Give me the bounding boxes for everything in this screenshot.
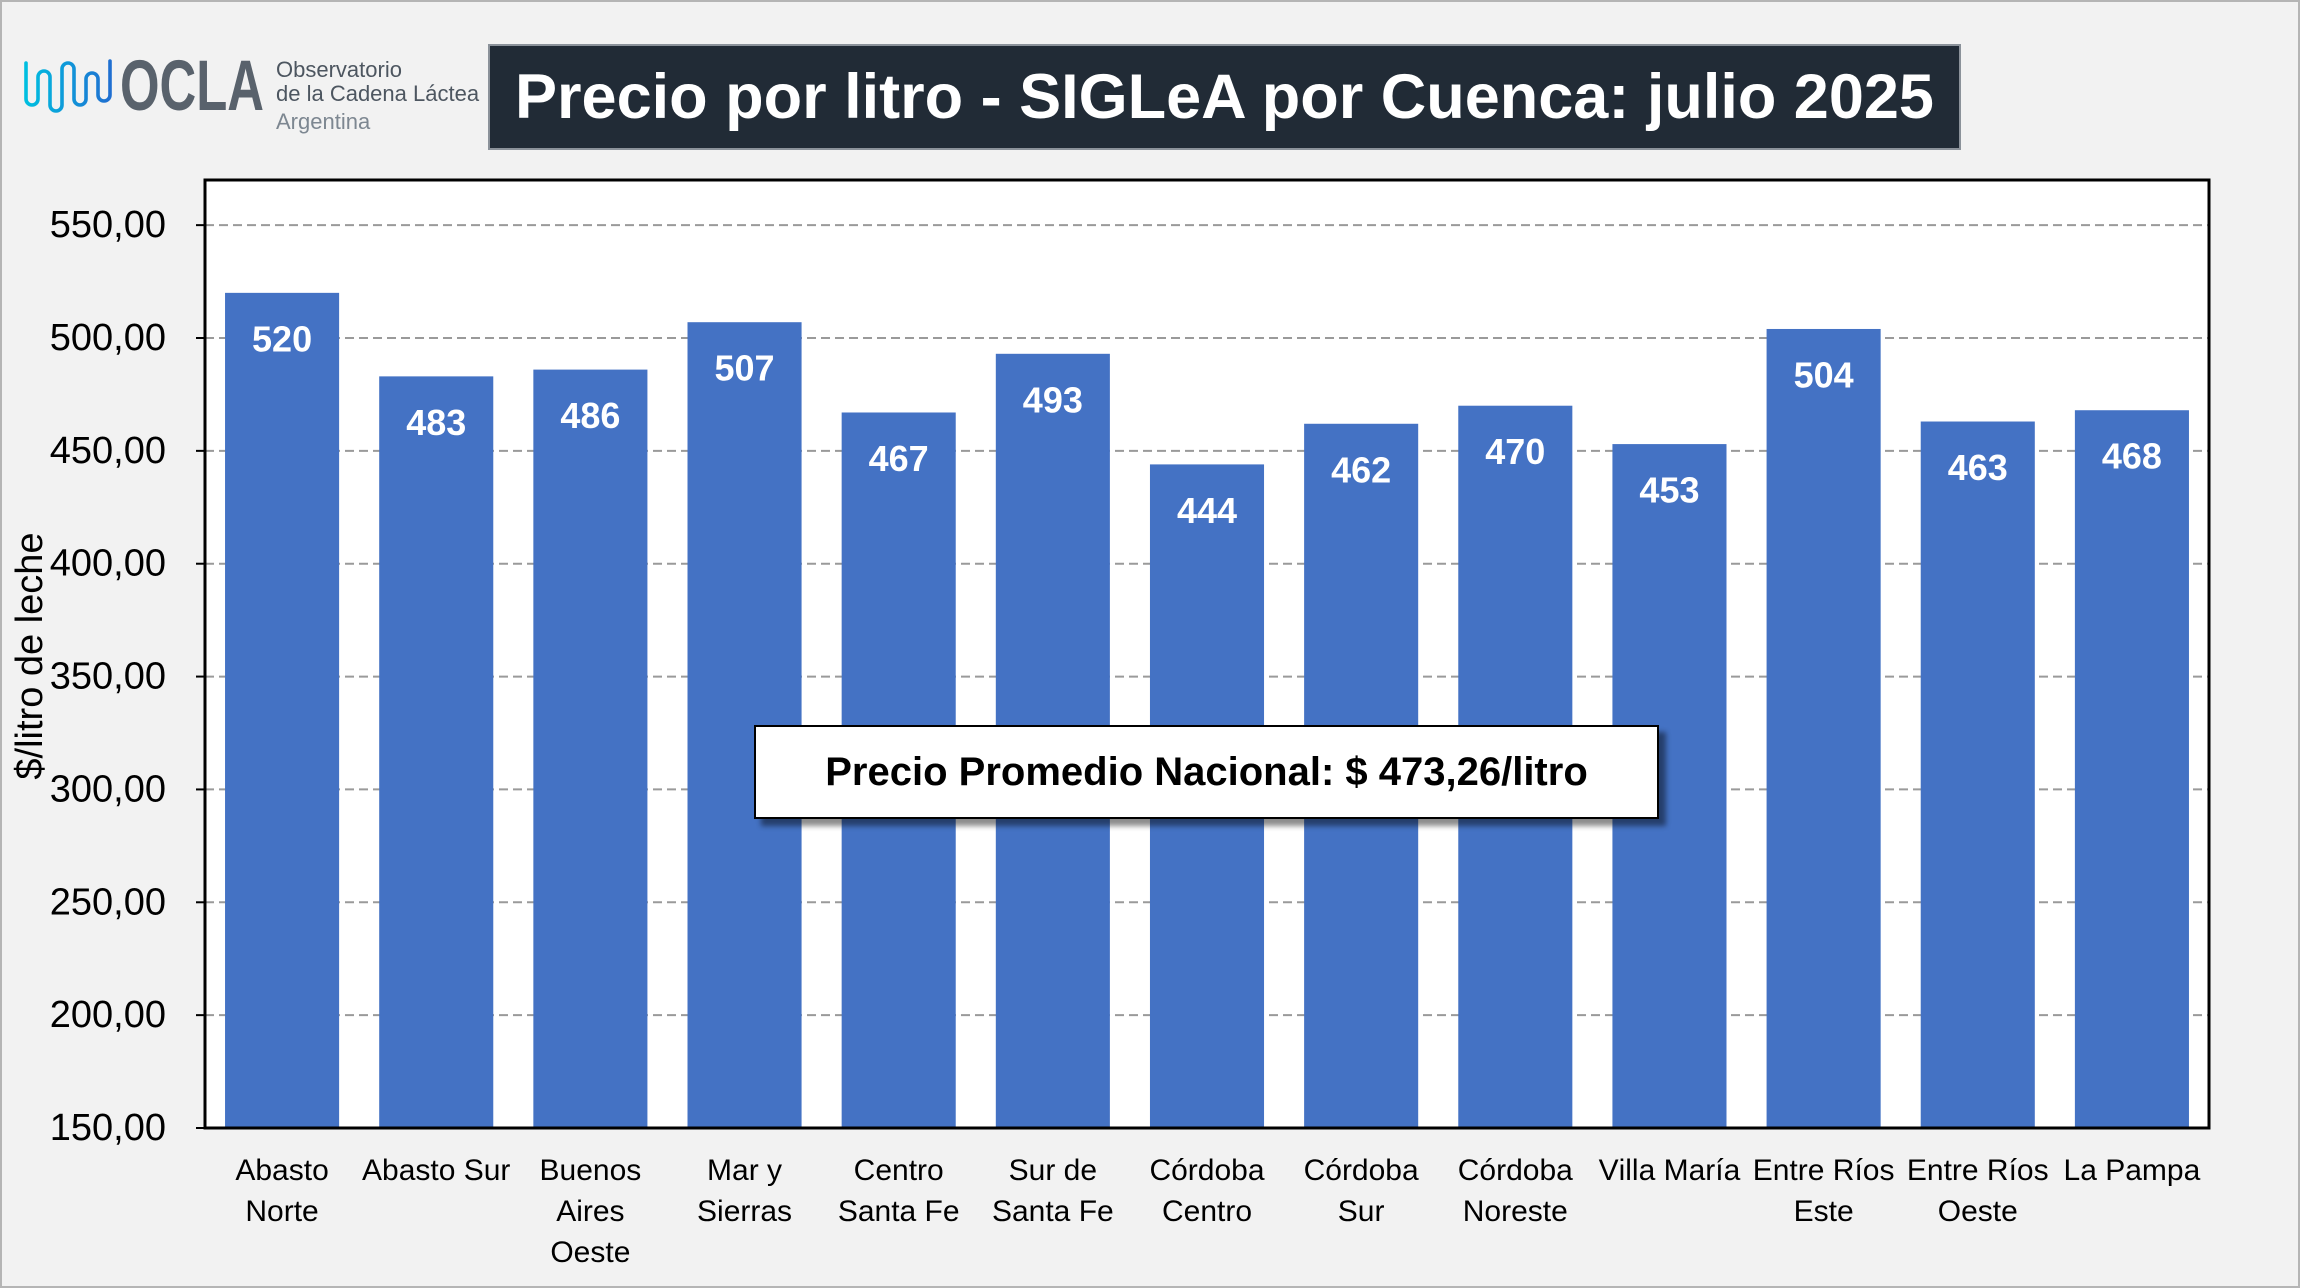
bar-value-label: 493 <box>1023 379 1083 420</box>
x-tick-label: Abasto Sur <box>362 1154 511 1187</box>
bar <box>379 376 494 1128</box>
bar <box>225 292 340 1128</box>
y-tick-label: 150,00 <box>50 1107 166 1149</box>
x-tick-label: Córdoba Centro <box>1149 1154 1265 1228</box>
y-tick-label: 200,00 <box>50 994 166 1036</box>
x-tick-label: Centro Santa Fe <box>837 1154 960 1228</box>
x-tick-label: Entre Ríos Este <box>1752 1154 1895 1228</box>
x-tick-label: Sur de Santa Fe <box>991 1154 1114 1228</box>
bar-value-label: 520 <box>252 318 312 359</box>
ocla-logo: OCLA Observatorio de la Cadena Láctea Ar… <box>0 0 486 160</box>
bar-value-label: 507 <box>714 348 774 389</box>
national-average-callout: Precio Promedio Nacional: $ 473,26/litro <box>754 725 1659 819</box>
logo-line-cadena-lactea: de la Cadena Láctea <box>276 81 480 106</box>
x-tick-label: Córdoba Noreste <box>1457 1154 1573 1228</box>
x-tick-label: La Pampa <box>2063 1154 2201 1187</box>
bar-value-label: 462 <box>1331 449 1391 490</box>
y-tick-label: 400,00 <box>50 543 166 585</box>
x-tick-label: Mar y Sierras <box>697 1154 793 1228</box>
logo-line-observatorio: Observatorio <box>276 57 402 82</box>
logo-wordmark-text: OCLA <box>120 47 264 126</box>
logo-wordmark: OCLA <box>120 47 264 126</box>
bar-value-label: 504 <box>1794 354 1854 395</box>
x-tick-label: Entre Ríos Oeste <box>1906 1154 2049 1228</box>
y-tick-label: 500,00 <box>50 317 166 359</box>
national-average-text: Precio Promedio Nacional: $ 473,26/litro <box>825 750 1588 794</box>
chart-title: Precio por litro - SIGLeA por Cuenca: ju… <box>515 61 1934 132</box>
y-tick-label: 250,00 <box>50 881 166 923</box>
bar-value-labels: 520 483 486 507 467 493 444 462 470 453 504 463 468 <box>252 318 2162 531</box>
x-tick-label: Villa María <box>1598 1154 1741 1187</box>
x-tick-label: Buenos Aires Oeste <box>539 1154 642 1269</box>
y-axis-title: $/litro de leche <box>9 532 51 779</box>
bar-value-label: 467 <box>869 438 929 479</box>
y-tick-label: 450,00 <box>50 430 166 472</box>
bar <box>533 369 648 1129</box>
bar <box>1766 328 1881 1128</box>
y-axis-ticks: 150,00 200,00 250,00 300,00 350,00 400,00 450,… <box>50 204 205 1149</box>
bar <box>1920 421 2035 1128</box>
y-tick-label: 550,00 <box>50 204 166 246</box>
logo-line-argentina: Argentina <box>276 109 371 134</box>
x-tick-label: Córdoba Sur <box>1303 1154 1419 1228</box>
bar-value-label: 483 <box>406 402 466 443</box>
bar <box>2074 410 2189 1128</box>
milk-wave-icon <box>24 59 112 113</box>
bar-value-label: 470 <box>1485 431 1545 472</box>
y-tick-label: 300,00 <box>50 768 166 810</box>
chart-title-banner: Precio por litro - SIGLeA por Cuenca: ju… <box>488 44 1961 150</box>
bar-value-label: 486 <box>560 395 620 436</box>
plot-frame <box>203 178 2211 1130</box>
y-tick-label: 350,00 <box>50 656 166 698</box>
bar-value-label: 444 <box>1177 490 1237 531</box>
bar-value-label: 453 <box>1639 470 1699 511</box>
x-tick-label: Abasto Norte <box>235 1154 329 1228</box>
bar-value-label: 463 <box>1948 447 2008 488</box>
bar-value-label: 468 <box>2102 436 2162 477</box>
